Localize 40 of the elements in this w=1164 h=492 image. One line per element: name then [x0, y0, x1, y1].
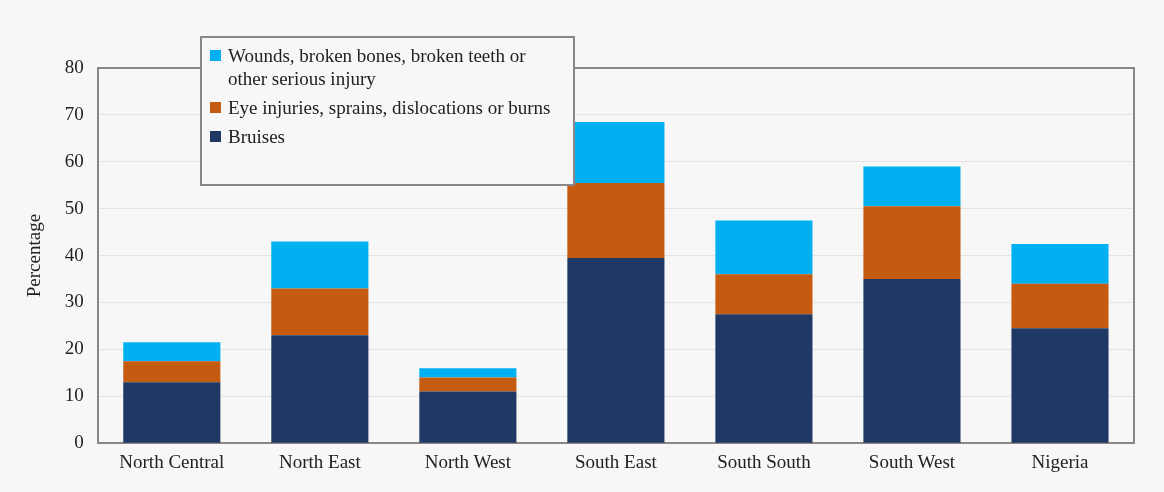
- x-tick-label: Nigeria: [1031, 450, 1090, 472]
- bar: [1011, 243, 1109, 284]
- bar: [715, 314, 813, 443]
- bar: [863, 206, 961, 280]
- y-tick-label: 40: [64, 243, 84, 265]
- y-axis-title: Percentage: [23, 213, 45, 298]
- y-tick-label: 60: [64, 149, 84, 171]
- bar: [863, 279, 961, 443]
- bar: [271, 335, 369, 443]
- legend-label: Bruises: [228, 125, 285, 148]
- y-tick-label: 20: [64, 337, 84, 359]
- y-tick-label: 0: [74, 431, 84, 453]
- legend-label: Wounds, broken bones, broken teeth or other serious injury: [228, 44, 527, 90]
- bar: [863, 166, 961, 207]
- x-tick-label: South East: [574, 450, 658, 472]
- x-tick-label: North East: [278, 450, 362, 472]
- y-tick-label: 30: [64, 290, 84, 312]
- bar: [419, 391, 517, 443]
- bar: [419, 377, 517, 392]
- bar: [715, 274, 813, 315]
- bar: [715, 220, 813, 275]
- bar: [567, 182, 665, 258]
- y-tick-label: 70: [64, 102, 84, 124]
- x-tick-label: South West: [868, 450, 956, 472]
- x-tick-label: South South: [717, 450, 812, 472]
- bar: [123, 382, 221, 443]
- y-tick-label: 50: [64, 196, 84, 218]
- bar: [123, 342, 221, 362]
- bar: [419, 368, 517, 378]
- y-tick-label: 10: [64, 384, 84, 406]
- legend-label: Eye injuries, sprains, dislocations or burns: [228, 96, 551, 119]
- bar: [1011, 283, 1109, 329]
- bar: [271, 241, 369, 289]
- x-tick-label: North Central: [119, 450, 225, 472]
- bar: [271, 288, 369, 336]
- bar: [123, 361, 221, 383]
- bar: [567, 257, 665, 443]
- x-tick-label: North West: [424, 450, 512, 472]
- bar: [1011, 328, 1109, 443]
- y-tick-label: 80: [64, 55, 84, 77]
